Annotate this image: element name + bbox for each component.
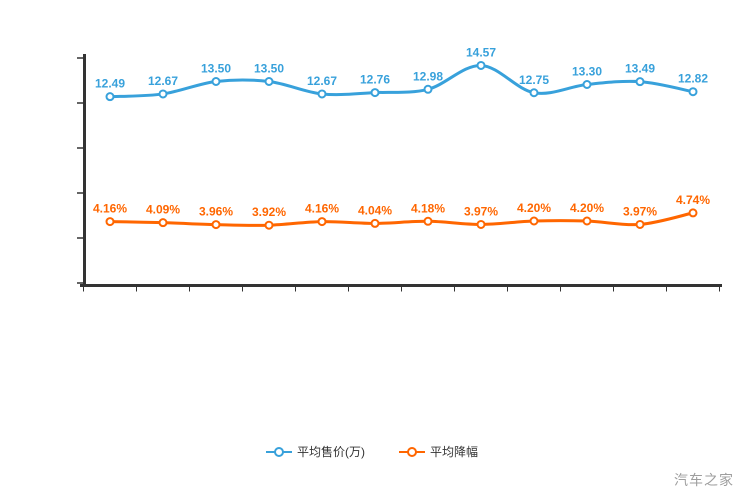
data-point <box>264 220 274 230</box>
data-point <box>370 218 380 228</box>
data-label: 12.49 <box>95 77 125 91</box>
data-label: 12.67 <box>148 74 178 88</box>
data-point <box>211 220 221 230</box>
legend-item-average-price[interactable]: 平均售价(万) <box>265 442 365 462</box>
data-point <box>476 219 486 229</box>
data-label: 3.92% <box>252 205 286 219</box>
legend-item-average-discount[interactable]: 平均降幅 <box>398 442 478 462</box>
data-label: 13.30 <box>572 65 602 79</box>
data-label: 3.97% <box>623 204 657 218</box>
data-point <box>476 60 486 70</box>
data-point <box>635 219 645 229</box>
data-point <box>317 89 327 99</box>
data-label: 12.82 <box>678 72 708 86</box>
line-series-icon <box>265 447 292 457</box>
data-point <box>529 88 539 98</box>
line-chart-canvas: 12.49 12.67 13.50 13.50 12.67 12.76 12.98 14.57… <box>77 45 722 292</box>
data-label: 12.67 <box>307 74 337 88</box>
data-label: 14.57 <box>466 45 496 59</box>
data-label: 13.49 <box>625 62 655 76</box>
data-label: 4.74% <box>676 193 710 207</box>
data-label: 4.16% <box>305 202 339 216</box>
data-point <box>582 80 592 89</box>
data-label: 4.09% <box>146 203 180 217</box>
data-point <box>635 77 645 87</box>
data-label: 4.20% <box>570 201 604 215</box>
price-trend-chart: 12.49 12.67 13.50 13.50 12.67 12.76 12.98 14.57… <box>77 45 722 292</box>
data-point <box>688 87 698 97</box>
data-point <box>105 217 115 227</box>
data-point <box>582 216 592 226</box>
legend-label-average-price: 平均售价(万) <box>296 445 365 459</box>
data-label: 13.50 <box>201 62 231 76</box>
data-label: 4.16% <box>93 202 127 216</box>
data-label: 3.96% <box>199 205 233 219</box>
data-point <box>688 208 698 218</box>
data-point <box>370 88 380 98</box>
data-point <box>105 92 115 102</box>
data-label: 12.75 <box>519 73 549 87</box>
data-point <box>158 218 168 228</box>
data-point <box>529 216 539 226</box>
data-label: 13.50 <box>254 62 284 76</box>
series-line-1 <box>109 211 694 227</box>
chart-legend: 平均售价(万) 平均降幅 <box>0 442 744 462</box>
data-label: 4.04% <box>358 203 392 217</box>
data-label: 3.97% <box>464 204 498 218</box>
series-line-0 <box>109 63 694 99</box>
legend-label-average-discount: 平均降幅 <box>429 445 478 459</box>
data-point <box>264 77 274 86</box>
data-point <box>211 77 221 86</box>
data-point <box>423 84 433 94</box>
data-label: 12.76 <box>360 73 390 87</box>
line-series-icon <box>398 447 425 457</box>
data-point <box>423 216 433 226</box>
data-label: 12.98 <box>413 69 443 83</box>
data-point <box>317 217 327 227</box>
data-label: 4.20% <box>517 201 551 215</box>
data-label: 4.18% <box>411 201 445 215</box>
autohome-watermark: 汽车之家 <box>674 472 734 488</box>
data-point <box>158 89 168 99</box>
